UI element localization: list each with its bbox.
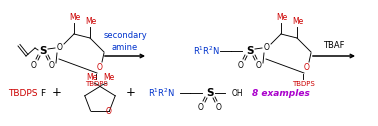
Text: +: + [126, 87, 136, 100]
Text: Me: Me [87, 73, 98, 83]
Text: TBDPS: TBDPS [85, 81, 107, 87]
Text: O: O [304, 64, 310, 72]
Text: +: + [52, 87, 62, 100]
Text: S: S [39, 46, 47, 56]
Text: R$^1$R$^2$N: R$^1$R$^2$N [148, 87, 175, 99]
Text: O: O [238, 60, 244, 70]
Text: O: O [57, 43, 63, 53]
Text: O: O [31, 60, 37, 70]
Text: amine: amine [112, 42, 138, 52]
Text: TBDPS: TBDPS [291, 81, 314, 87]
Text: O: O [105, 106, 112, 116]
Text: Me: Me [70, 13, 81, 23]
Text: O: O [264, 43, 270, 53]
Text: S: S [206, 88, 214, 98]
Text: Me: Me [292, 18, 304, 26]
Text: 8 examples: 8 examples [252, 88, 310, 98]
Text: O: O [49, 60, 55, 70]
Text: secondary: secondary [103, 32, 147, 40]
Text: Me: Me [103, 73, 115, 83]
Text: O: O [97, 64, 103, 72]
Text: TBDPS: TBDPS [8, 88, 37, 98]
Text: O: O [198, 102, 204, 112]
Text: Me: Me [85, 18, 97, 26]
Text: Me: Me [276, 13, 288, 23]
Text: S: S [246, 46, 254, 56]
Text: O: O [216, 102, 222, 112]
Text: TBAF: TBAF [323, 40, 345, 50]
Text: O: O [256, 60, 262, 70]
Text: OH: OH [232, 88, 244, 98]
Text: R$^1$R$^2$N: R$^1$R$^2$N [193, 45, 220, 57]
Text: F: F [40, 88, 45, 98]
